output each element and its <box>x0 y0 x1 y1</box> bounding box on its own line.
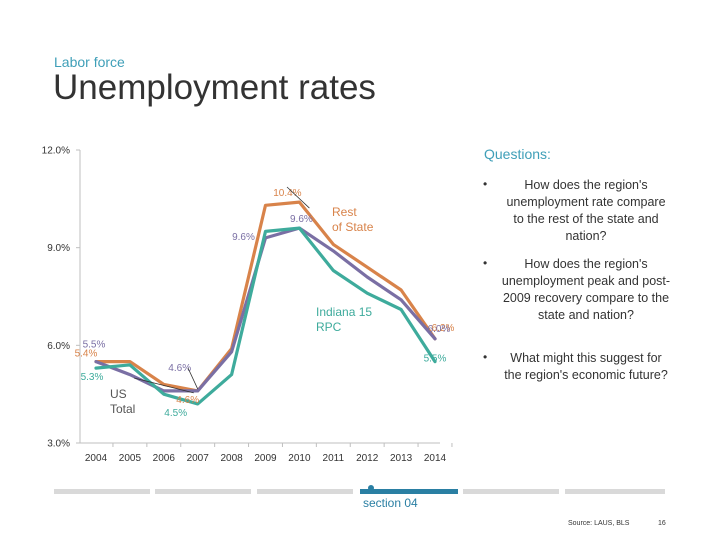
x-tick-label: 2006 <box>153 453 176 464</box>
section-label: section 04 <box>363 496 418 510</box>
nav-segment-6[interactable] <box>565 489 665 494</box>
nav-segment-3[interactable] <box>257 489 353 494</box>
x-tick-label: 2009 <box>254 453 277 464</box>
nav-segment-1[interactable] <box>54 489 150 494</box>
section-subtitle: Labor force <box>54 54 125 70</box>
data-label: 9.6% <box>232 232 255 243</box>
leader-line <box>187 367 199 390</box>
x-tick-label: 2008 <box>220 453 243 464</box>
question-1: How does the region's unemployment rate … <box>506 178 666 243</box>
page-title: Unemployment rates <box>53 68 376 107</box>
data-label: 5.3% <box>81 372 104 383</box>
series-line-rest-of-state <box>94 200 437 393</box>
data-label: 4.5% <box>164 408 187 419</box>
y-tick-label: 6.0% <box>47 341 70 352</box>
series-line-indiana-15-rpc <box>94 226 437 406</box>
leader-line <box>133 377 194 394</box>
data-label: 9.6% <box>290 214 313 225</box>
leader-line <box>286 186 310 209</box>
x-tick-label: 2004 <box>85 453 108 464</box>
bullet-icon: • <box>483 350 488 364</box>
y-tick-label: 3.0% <box>47 439 70 450</box>
bullet-icon: • <box>483 177 488 191</box>
y-tick-label: 9.0% <box>47 243 70 254</box>
data-label: 6.0% <box>428 324 451 335</box>
series-label: US <box>110 387 127 401</box>
question-3: What might this suggest for the region's… <box>504 351 668 382</box>
bullet-icon: • <box>483 256 488 270</box>
nav-segment-4-active[interactable] <box>360 489 458 494</box>
series-label: Total <box>110 402 135 416</box>
question-2: How does the region's unemployment peak … <box>501 257 671 322</box>
questions-title: Questions: <box>484 146 551 162</box>
data-label: 5.5% <box>424 354 447 365</box>
series-label: Rest <box>332 205 357 219</box>
data-label: 4.6% <box>168 363 191 374</box>
x-tick-label: 2007 <box>187 453 210 464</box>
series-label: Indiana 15 <box>316 305 372 319</box>
nav-segment-2[interactable] <box>155 489 251 494</box>
nav-segment-5[interactable] <box>463 489 559 494</box>
nav-position-dot <box>368 485 374 491</box>
data-label: 4.6% <box>176 395 199 406</box>
data-label: 10.4% <box>273 188 301 199</box>
data-label: 5.4% <box>75 349 98 360</box>
series-label: of State <box>332 220 374 234</box>
page-number: 16 <box>658 520 666 527</box>
source-note: Source: LAUS, BLS <box>568 520 630 527</box>
series-line-us-total <box>94 226 437 393</box>
data-label: 6.2% <box>432 323 455 334</box>
x-tick-label: 2012 <box>356 453 379 464</box>
x-tick-label: 2010 <box>288 453 311 464</box>
x-tick-label: 2014 <box>424 453 447 464</box>
series-label: RPC <box>316 320 342 334</box>
x-tick-label: 2005 <box>119 453 142 464</box>
x-tick-label: 2013 <box>390 453 413 464</box>
data-label: 5.5% <box>83 340 106 351</box>
y-tick-label: 12.0% <box>42 146 70 157</box>
x-tick-label: 2011 <box>323 453 345 464</box>
